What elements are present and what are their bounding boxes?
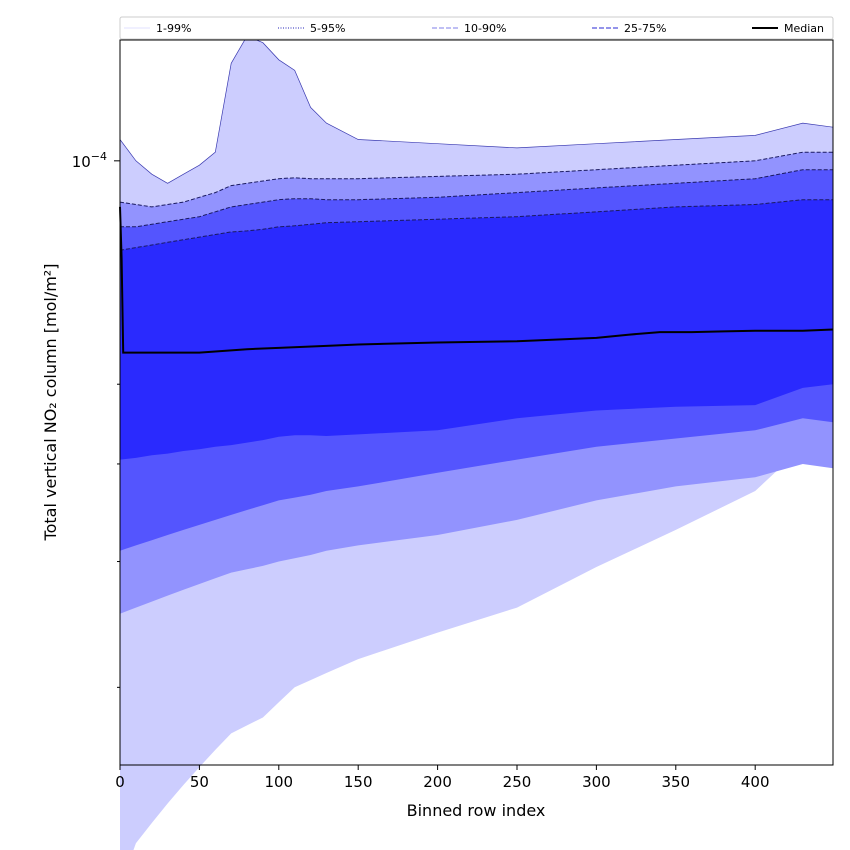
band-upper-edge [119, 151, 833, 208]
y-axis-label: Total vertical NO₂ column [mol/m²] [41, 264, 60, 542]
band-upper-edge [119, 199, 833, 251]
legend: 1-99% 5-95% 10-90% 25-75% Median [119, 16, 834, 40]
band-upper-edge [120, 169, 833, 228]
x-tick-label: 150 [344, 773, 373, 791]
x-tick-label: 0 [115, 773, 125, 791]
y-axis-ticks [114, 160, 120, 688]
median-line [119, 206, 834, 354]
band-upper-edge [119, 35, 834, 184]
band-25-75pct [120, 199, 833, 460]
y-axis-tick-label: 10−4 [72, 150, 107, 171]
percentile-bands [119, 35, 834, 850]
legend-frame [119, 16, 834, 40]
legend-label: 1-99% [156, 22, 191, 35]
plot-frame [119, 39, 834, 766]
legend-label: 10-90% [464, 22, 506, 35]
x-tick-label: 350 [661, 773, 690, 791]
x-axis-label: Binned row index [407, 801, 546, 820]
x-tick-label: 200 [423, 773, 452, 791]
y-tick-base: 10 [72, 153, 91, 171]
legend-label: 5-95% [310, 22, 345, 35]
legend-label: 25-75% [624, 22, 666, 35]
x-axis-ticks: 0 50 100 150 200 250 300 350 400 [115, 765, 770, 791]
x-tick-label: 300 [582, 773, 611, 791]
median-series [119, 206, 834, 354]
y-tick-exponent: −4 [91, 150, 107, 163]
x-tick-label: 250 [503, 773, 532, 791]
svg-text:10−4: 10−4 [72, 150, 107, 171]
x-tick-label: 50 [190, 773, 209, 791]
x-tick-label: 100 [264, 773, 293, 791]
x-tick-label: 400 [741, 773, 770, 791]
legend-label: Median [784, 22, 824, 35]
